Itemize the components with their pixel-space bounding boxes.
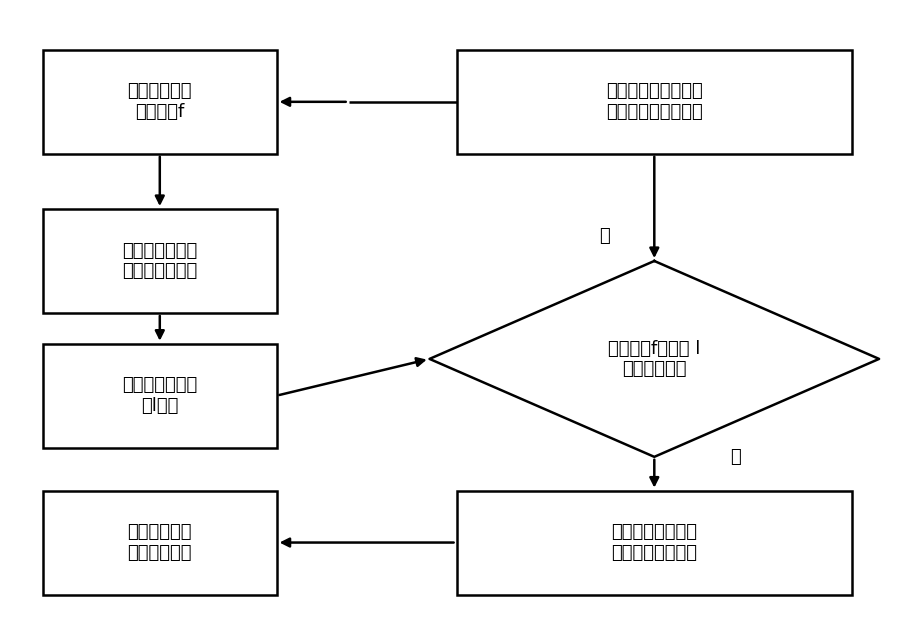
Bar	[43, 491, 277, 595]
Text: 否: 否	[600, 227, 610, 245]
Text: 波纹钢板拱桥横断
面轴线及轴力计算: 波纹钢板拱桥横断 面轴线及轴力计算	[612, 523, 698, 562]
Text: 根据使用要求
确定矢高f: 根据使用要求 确定矢高f	[128, 83, 192, 121]
Text: 波纹钢板拱桥
结构及基础设: 波纹钢板拱桥 结构及基础设	[128, 523, 192, 562]
Bar	[456, 491, 852, 595]
Text: 波纹钢板拱桥的
土压力模式确定: 波纹钢板拱桥的 土压力模式确定	[122, 242, 197, 280]
Text: 是: 是	[729, 448, 740, 466]
Bar	[43, 50, 277, 154]
Text: 工程调研与分析、填
土物理力学性能测试: 工程调研与分析、填 土物理力学性能测试	[606, 83, 703, 121]
Text: 根据矢高f及跨度 l
判断使用要求: 根据矢高f及跨度 l 判断使用要求	[608, 339, 700, 378]
Text: 波纹钢板拱桥跨
度l计算: 波纹钢板拱桥跨 度l计算	[122, 376, 197, 415]
Bar	[456, 50, 852, 154]
Bar	[43, 209, 277, 313]
Bar	[43, 344, 277, 448]
